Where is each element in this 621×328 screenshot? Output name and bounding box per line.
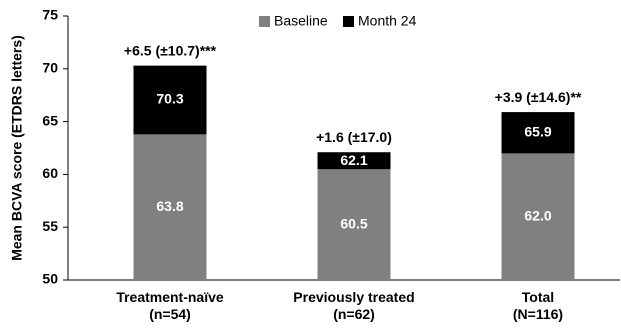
legend-swatch xyxy=(343,16,354,27)
x-tick-label-line: Treatment-naïve xyxy=(116,289,224,305)
value-label: 63.8 xyxy=(156,198,183,214)
annotation: +1.6 (±17.0) xyxy=(316,129,392,145)
y-tick-label: 70 xyxy=(42,60,58,76)
y-tick-label: 50 xyxy=(42,271,58,287)
y-tick-label: 60 xyxy=(42,165,58,181)
y-tick-label: 75 xyxy=(42,7,58,23)
x-tick-label-line: Total xyxy=(522,289,554,305)
value-label: 62.1 xyxy=(340,152,367,168)
x-tick-label: Treatment-naïve (n=54) xyxy=(116,289,224,322)
x-tick-label-line: Previously treated xyxy=(293,289,414,305)
x-tick-label-line: (n=62) xyxy=(333,306,375,322)
y-axis-label: Mean BCVA score (ETDRS letters) xyxy=(9,35,25,261)
bar xyxy=(133,134,207,280)
legend-label: Baseline xyxy=(274,13,328,29)
legend-swatch xyxy=(259,16,270,27)
value-label: 70.3 xyxy=(156,91,183,107)
annotation: +3.9 (±14.6)** xyxy=(495,89,582,105)
y-tick-label: 55 xyxy=(42,218,58,234)
x-tick-label-line: (N=116) xyxy=(513,306,563,322)
x-tick-label: Previously treated (n=62) xyxy=(293,289,414,322)
annotation: +6.5 (±10.7)*** xyxy=(124,42,217,58)
value-label: 62.0 xyxy=(524,207,551,223)
x-tick-label-line: (n=54) xyxy=(149,306,191,322)
value-label: 65.9 xyxy=(524,123,551,139)
bar xyxy=(501,153,575,280)
value-label: 60.5 xyxy=(340,215,367,231)
bar xyxy=(317,169,391,280)
x-tick-label: Total (N=116) xyxy=(513,289,563,322)
legend-label: Month 24 xyxy=(358,13,417,29)
y-tick-label: 65 xyxy=(42,112,58,128)
